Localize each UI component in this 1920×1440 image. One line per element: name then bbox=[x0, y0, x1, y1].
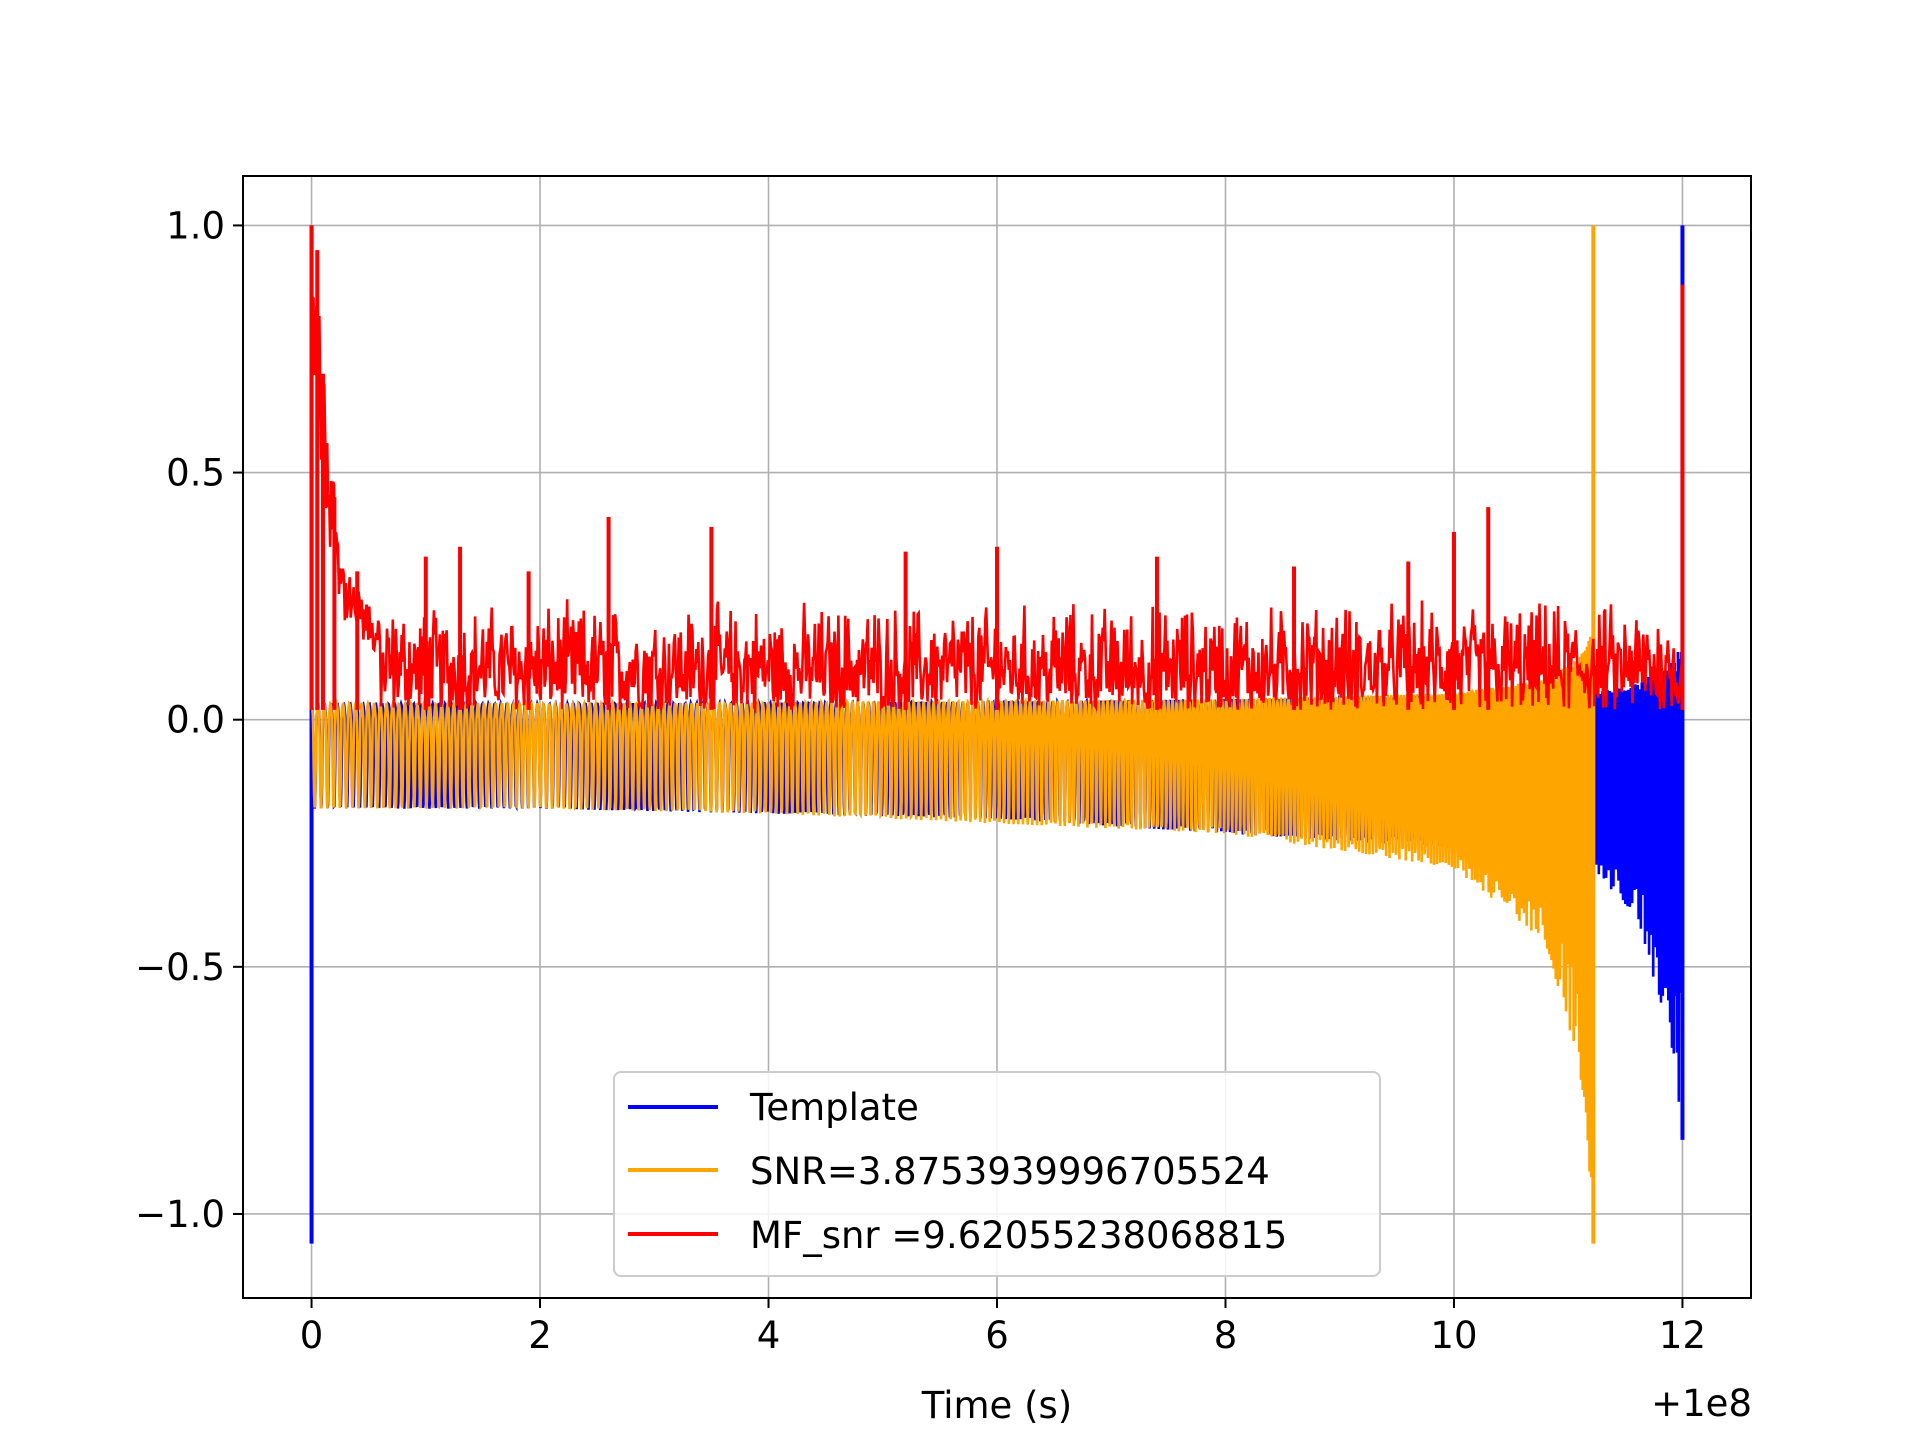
x-tick-label: 6 bbox=[985, 1314, 1009, 1357]
x-tick-label: 0 bbox=[300, 1314, 324, 1357]
y-tick-label: −1.0 bbox=[135, 1193, 225, 1236]
y-tick-label: 0.5 bbox=[166, 452, 225, 495]
x-tick-label: 10 bbox=[1430, 1314, 1477, 1357]
plot-series bbox=[309, 225, 1685, 1244]
legend-label-snr: SNR=3.8753939996705524 bbox=[750, 1150, 1270, 1193]
y-tick-label: 0.0 bbox=[166, 699, 225, 742]
x-tick-label: 12 bbox=[1659, 1314, 1706, 1357]
y-tick-label: 1.0 bbox=[166, 204, 225, 247]
x-offset-label: +1e8 bbox=[1651, 1382, 1752, 1425]
legend-label-mf-snr: MF_snr =9.62055238068815 bbox=[750, 1214, 1287, 1257]
axis-ticks: 0 2 4 6 8 10 12 1.0 0.5 0.0 −0.5 −1.0 bbox=[135, 204, 1706, 1357]
legend-box bbox=[613, 1071, 1381, 1277]
legend: Template SNR=3.8753939996705524 MF_snr =… bbox=[613, 1071, 1381, 1277]
y-tick-label: −0.5 bbox=[135, 946, 225, 989]
x-axis-label: Time (s) bbox=[921, 1384, 1072, 1427]
legend-label-template: Template bbox=[749, 1086, 919, 1129]
x-tick-label: 2 bbox=[528, 1314, 552, 1357]
x-tick-label: 4 bbox=[757, 1314, 781, 1357]
x-tick-label: 8 bbox=[1214, 1314, 1238, 1357]
